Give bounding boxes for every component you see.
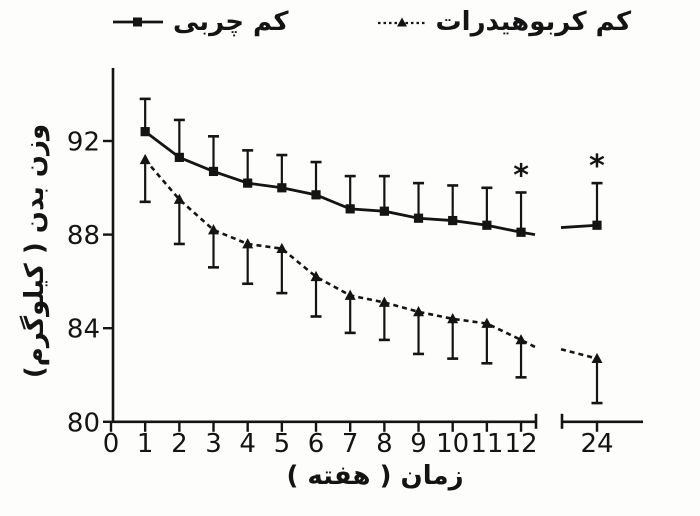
series-low-fat [139, 97, 603, 237]
x-tick-label: 5 [274, 429, 291, 459]
significance-asterisk: * [513, 158, 529, 193]
triangle-marker [447, 313, 459, 324]
legend-item-low-carb: کم کربوهیدرات [377, 7, 632, 37]
triangle-marker [378, 296, 390, 307]
significance-asterisk: * [589, 149, 605, 184]
y-tick-label: 80 [67, 408, 100, 438]
triangle-marker [344, 289, 356, 300]
triangle-marker [310, 270, 322, 282]
legend-item-low-fat: کم چربی [112, 8, 289, 37]
x-tick-label: 8 [376, 429, 393, 459]
y-axis-ticks: 92 88 84 80 [67, 128, 114, 438]
y-tick-label: 92 [67, 128, 100, 158]
y-tick-label: 88 [67, 221, 100, 251]
x-tick-label: 6 [308, 429, 325, 459]
square-marker [345, 204, 355, 214]
x-tick-label: 7 [342, 429, 359, 459]
x-axis-title: زمان ( هفته ) [286, 461, 464, 491]
triangle-marker [208, 224, 220, 235]
square-marker [311, 190, 321, 200]
x-tick-label: 2 [171, 429, 188, 459]
square-marker [208, 166, 219, 177]
legend-label-low-carb: کم کربوهیدرات [435, 7, 632, 37]
triangle-marker [242, 238, 254, 249]
square-marker [448, 215, 458, 226]
square-marker [277, 183, 287, 193]
triangle-marker [173, 193, 185, 204]
square-marker [379, 206, 389, 216]
y-axis-title: وزن بدن ( کیلوگرم) [20, 123, 50, 379]
x-tick-label: 1 [137, 429, 154, 459]
x-tick-label: 0 [103, 429, 120, 459]
legend: کم چربی کم کربوهیدرات [112, 8, 631, 37]
square-marker [174, 152, 184, 162]
dotted-line-triangle-marker-icon [377, 17, 426, 27]
triangle-marker [413, 306, 425, 317]
x-tick-label: 12 [504, 429, 537, 459]
x-axis-ticks: 0 1 2 3 4 5 6 7 8 9 10 11 12 24 [103, 421, 614, 459]
x-tick-label: 24 [580, 429, 613, 459]
square-marker [516, 227, 526, 237]
series-low-carb [139, 153, 603, 405]
x-tick-label: 9 [410, 429, 427, 459]
triangle-marker [515, 334, 527, 345]
x-tick-label: 3 [205, 429, 222, 459]
square-marker [592, 220, 602, 230]
square-marker [243, 178, 253, 188]
triangle-marker [591, 352, 603, 364]
triangle-marker [276, 242, 288, 254]
annotations: * * [513, 149, 605, 193]
solid-line-square-marker-icon [113, 17, 163, 27]
x-tick-label: 10 [436, 429, 469, 459]
x-tick-label: 11 [470, 429, 503, 459]
x-tick-label: 4 [239, 429, 256, 459]
triangle-marker [481, 317, 493, 328]
legend-label-low-fat: کم چربی [173, 7, 289, 37]
triangle-marker [139, 153, 151, 165]
square-marker [413, 213, 424, 223]
square-marker [482, 220, 492, 230]
axes [111, 68, 643, 429]
y-tick-label: 84 [67, 315, 100, 345]
square-marker [140, 127, 150, 137]
